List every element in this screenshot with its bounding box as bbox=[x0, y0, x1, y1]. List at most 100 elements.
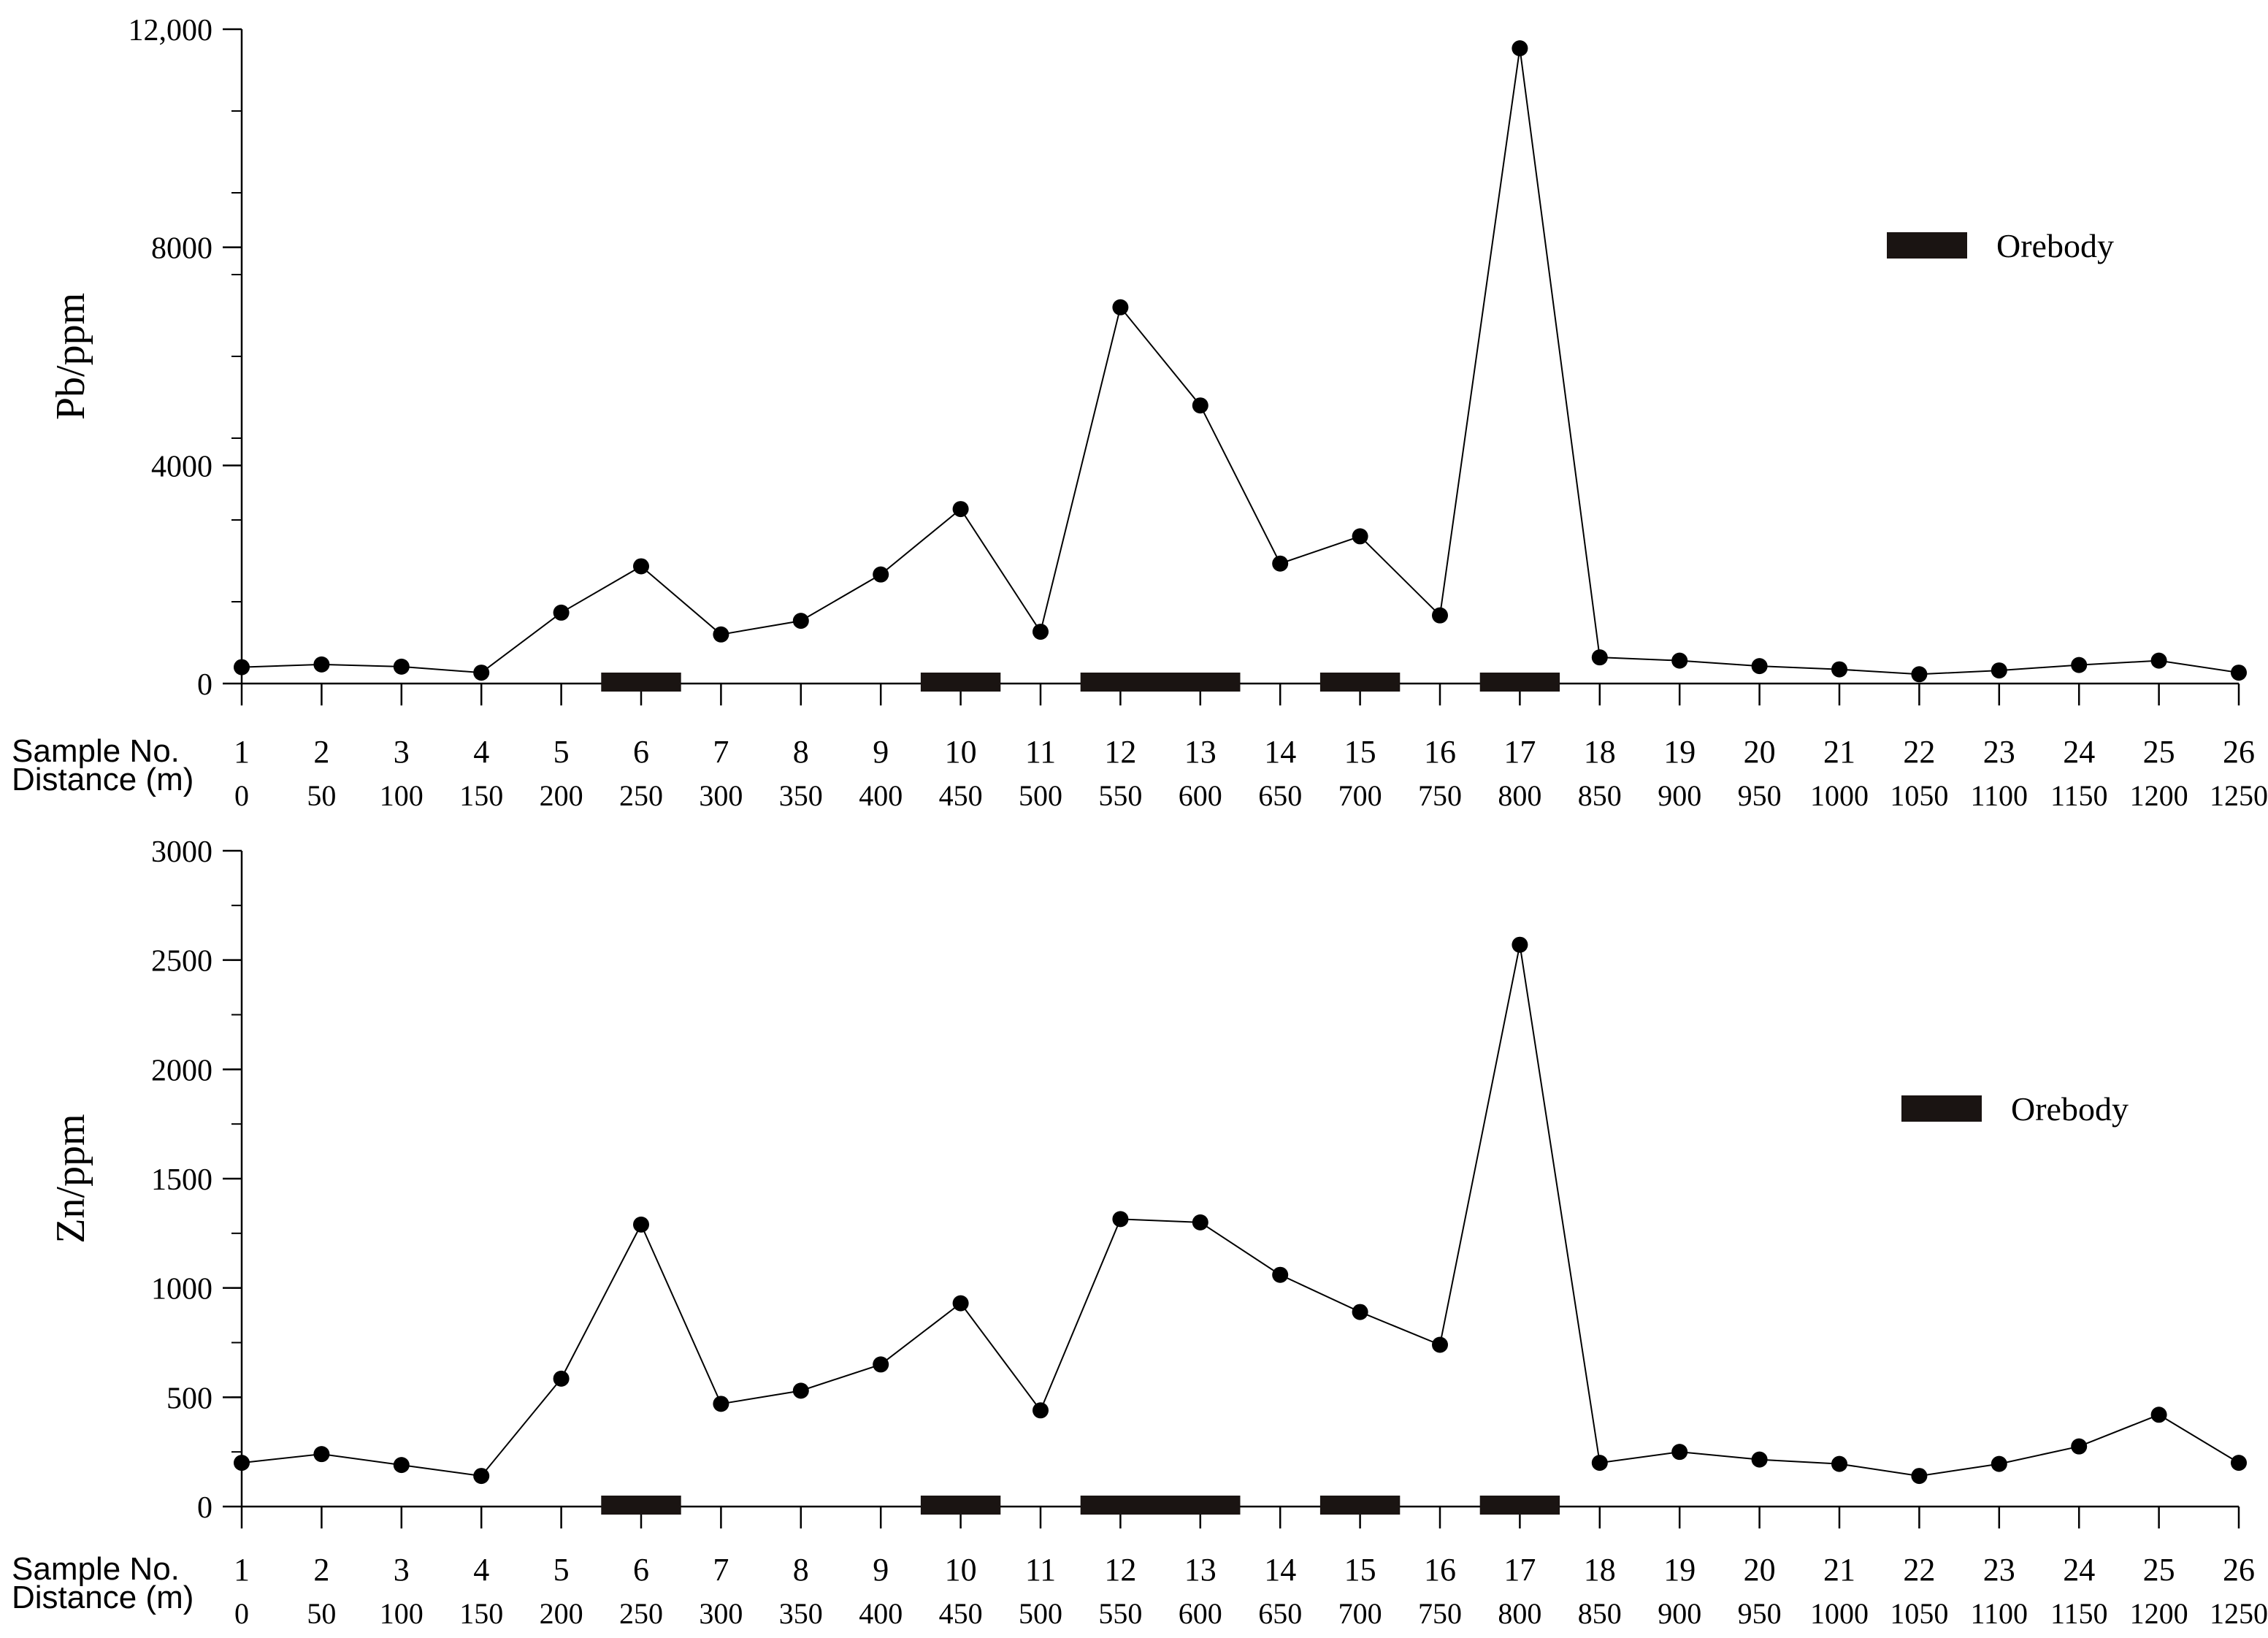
sample-number: 16 bbox=[1424, 734, 1456, 770]
sample-number: 10 bbox=[945, 1552, 977, 1588]
sample-row-label: Sample No. bbox=[12, 733, 180, 769]
distance-label: 550 bbox=[1098, 1597, 1142, 1630]
sample-number: 26 bbox=[2223, 734, 2255, 770]
y-tick-label: 0 bbox=[197, 668, 212, 702]
data-point bbox=[713, 1396, 729, 1412]
sample-number: 21 bbox=[1823, 1552, 1855, 1588]
distance-label: 800 bbox=[1498, 1597, 1541, 1630]
data-point bbox=[1591, 649, 1608, 666]
data-point bbox=[473, 665, 490, 681]
sample-number: 19 bbox=[1663, 734, 1696, 770]
sample-number: 7 bbox=[713, 734, 729, 770]
orebody-bar bbox=[920, 673, 1001, 692]
data-point bbox=[393, 1457, 410, 1474]
distance-label: 850 bbox=[1578, 1597, 1622, 1630]
sample-number: 12 bbox=[1104, 734, 1136, 770]
sample-number: 24 bbox=[2063, 1552, 2095, 1588]
data-point bbox=[234, 659, 250, 676]
legend-swatch bbox=[1887, 232, 1967, 259]
data-point bbox=[1272, 555, 1289, 572]
data-point bbox=[1192, 397, 1208, 414]
sample-number: 2 bbox=[313, 734, 329, 770]
y-tick-label: 1500 bbox=[151, 1163, 212, 1197]
data-point bbox=[1911, 1468, 1928, 1485]
data-point bbox=[1591, 1455, 1608, 1471]
distance-label: 50 bbox=[307, 1597, 336, 1630]
sample-number: 5 bbox=[553, 1552, 570, 1588]
distance-label: 500 bbox=[1019, 779, 1062, 812]
data-point bbox=[633, 558, 649, 575]
sample-number: 3 bbox=[394, 1552, 410, 1588]
data-point bbox=[1671, 1444, 1688, 1461]
orebody-bar bbox=[920, 1496, 1001, 1515]
data-point bbox=[1751, 1451, 1768, 1468]
distance-label: 200 bbox=[540, 1597, 583, 1630]
data-point bbox=[2231, 665, 2247, 681]
sample-number: 14 bbox=[1264, 1552, 1296, 1588]
data-point bbox=[553, 604, 570, 621]
distance-label: 650 bbox=[1258, 1597, 1302, 1630]
data-point bbox=[873, 566, 889, 583]
distance-label: 1250 bbox=[2210, 1597, 2268, 1630]
distance-label: 350 bbox=[779, 779, 823, 812]
distance-label: 950 bbox=[1738, 779, 1782, 812]
sample-number: 4 bbox=[473, 734, 489, 770]
data-point bbox=[792, 1382, 809, 1399]
sample-number: 25 bbox=[2143, 1552, 2175, 1588]
legend-label: Orebody bbox=[1996, 227, 2114, 264]
data-point bbox=[2071, 1438, 2088, 1455]
sample-number: 13 bbox=[1184, 734, 1217, 770]
sample-number: 21 bbox=[1823, 734, 1855, 770]
sample-number: 9 bbox=[873, 1552, 889, 1588]
distance-label: 1000 bbox=[1810, 779, 1869, 812]
distance-label: 700 bbox=[1338, 1597, 1382, 1630]
sample-row-label: Sample No. bbox=[12, 1551, 180, 1587]
distance-row-label: Distance (m) bbox=[12, 1580, 194, 1615]
data-point bbox=[1352, 528, 1368, 545]
data-point bbox=[1512, 40, 1528, 57]
distance-label: 700 bbox=[1338, 779, 1382, 812]
data-point bbox=[1192, 1214, 1208, 1231]
data-point bbox=[1512, 936, 1528, 953]
orebody-bar bbox=[1319, 1496, 1401, 1515]
y-tick-label: 500 bbox=[166, 1382, 212, 1415]
legend-swatch bbox=[1901, 1095, 1982, 1122]
data-point bbox=[2071, 657, 2088, 673]
distance-label: 200 bbox=[540, 779, 583, 812]
sample-number: 6 bbox=[633, 734, 649, 770]
sample-number: 15 bbox=[1344, 734, 1376, 770]
y-tick-label: 3000 bbox=[151, 835, 212, 869]
distance-label: 150 bbox=[459, 1597, 503, 1630]
distance-label: 50 bbox=[307, 779, 336, 812]
sample-number: 22 bbox=[1903, 734, 1935, 770]
distance-label: 100 bbox=[380, 1597, 424, 1630]
distance-label: 100 bbox=[380, 779, 424, 812]
sample-number: 20 bbox=[1744, 734, 1776, 770]
sample-number: 12 bbox=[1104, 1552, 1136, 1588]
sample-number: 20 bbox=[1744, 1552, 1776, 1588]
data-point bbox=[1751, 658, 1768, 675]
sample-number: 1 bbox=[234, 734, 250, 770]
distance-label: 1150 bbox=[2050, 779, 2108, 812]
data-point bbox=[313, 656, 330, 673]
distance-row-label: Distance (m) bbox=[12, 762, 194, 797]
distance-label: 600 bbox=[1179, 779, 1222, 812]
data-point bbox=[1272, 1266, 1289, 1283]
distance-label: 0 bbox=[234, 779, 249, 812]
data-point bbox=[1033, 1402, 1049, 1419]
sample-number: 15 bbox=[1344, 1552, 1376, 1588]
data-point bbox=[1831, 661, 1847, 678]
sample-number: 23 bbox=[1983, 1552, 2015, 1588]
sample-number: 13 bbox=[1184, 1552, 1217, 1588]
distance-label: 150 bbox=[459, 779, 503, 812]
distance-label: 400 bbox=[859, 1597, 903, 1630]
sample-number: 5 bbox=[553, 734, 570, 770]
distance-label: 1200 bbox=[2130, 779, 2188, 812]
distance-label: 450 bbox=[939, 779, 983, 812]
sample-number: 1 bbox=[234, 1552, 250, 1588]
distance-label: 900 bbox=[1658, 779, 1701, 812]
orebody-bar bbox=[1479, 1496, 1560, 1515]
sample-number: 23 bbox=[1983, 734, 2015, 770]
